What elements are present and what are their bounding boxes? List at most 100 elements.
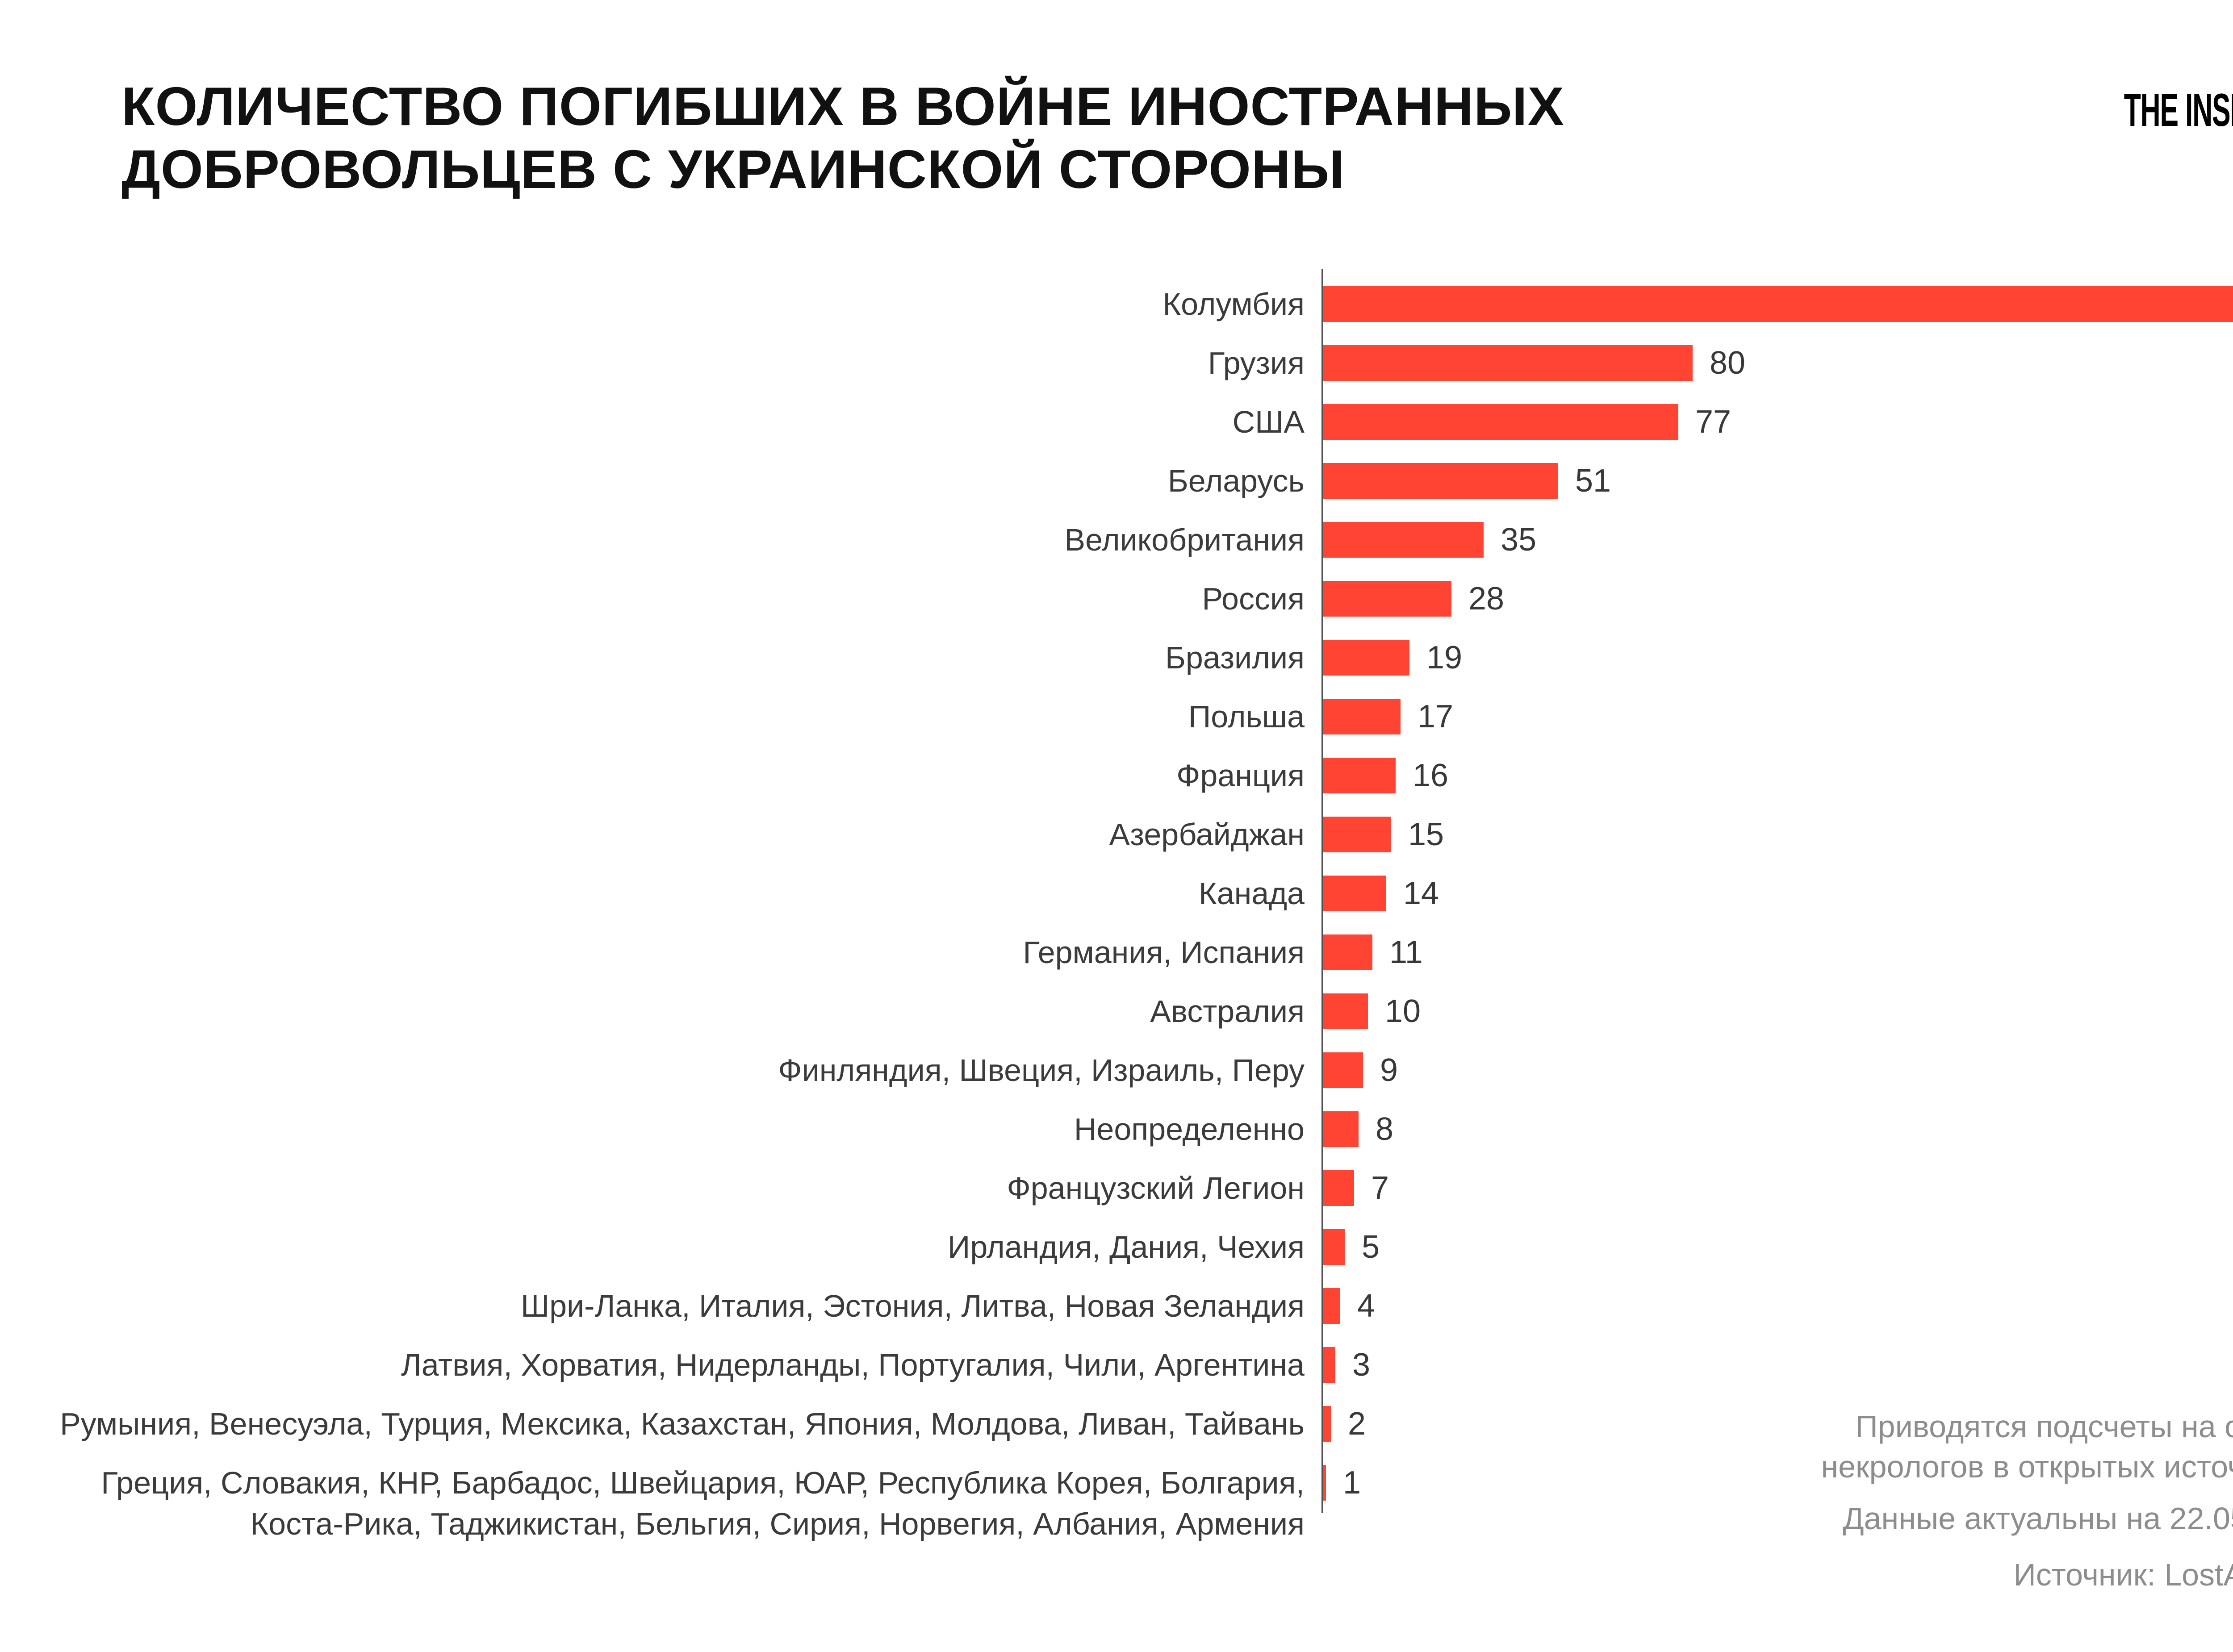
bar [1321,934,1372,970]
category-label: Франция [1176,758,1305,793]
bar [1321,1406,1331,1442]
page-title-line2: ДОБРОВОЛЬЦЕВ С УКРАИНСКОЙ СТОРОНЫ [121,139,1345,200]
value-label: 16 [1413,758,1449,793]
value-label: 17 [1418,699,1454,734]
category-label: Греция, Словакия, КНР, Барбадос, Швейцар… [101,1465,1305,1541]
value-label: 7 [1371,1170,1389,1206]
bar [1321,758,1396,793]
bar-track: 11 [1321,923,2233,982]
value-label: 9 [1380,1052,1398,1088]
bar-row: Беларусь 51 [0,451,2233,510]
bar [1321,817,1391,852]
bar-track: 2 [1321,1394,2233,1453]
value-label: 11 [1389,934,1423,970]
bar-track: 35 [1321,510,2233,569]
value-label: 51 [1575,463,1611,499]
footer-note-line1: Приводятся подсчеты на основе [1855,1409,2233,1444]
category-label: Французский Легион [1007,1171,1305,1206]
value-label: 15 [1408,817,1444,852]
bar-row: Канада 14 [0,864,2233,923]
category-label: Румыния, Венесуэла, Турция, Мексика, Каз… [60,1406,1305,1441]
bar [1321,1229,1345,1265]
bar-row: Австралия 10 [0,982,2233,1041]
value-label: 5 [1362,1229,1380,1265]
bar-track: 15 [1321,805,2233,864]
bar-track: 80 [1321,334,2233,392]
category-label: Ирландия, Дания, Чехия [948,1230,1305,1264]
bar [1321,1347,1335,1383]
category-label: Польша [1188,699,1305,734]
bar [1321,1170,1354,1206]
category-label: Колумбия [1162,287,1305,321]
value-label: 14 [1403,876,1439,911]
value-label: 3 [1352,1347,1371,1383]
bar-row: Румыния, Венесуэла, Турция, Мексика, Каз… [0,1394,2233,1453]
bar-rows: Колумбия 209 Грузия 80 США 77 Беларусь [0,275,2233,1541]
bar-row: Финляндия, Швеция, Израиль, Перу 9 [0,1041,2233,1100]
bar-track: 8 [1321,1100,2233,1159]
bar-track: 14 [1321,864,2233,923]
bar-track: 28 [1321,569,2233,628]
bar-track: 10 [1321,982,2233,1041]
category-label: Бразилия [1165,640,1305,675]
the-insider-logo: THE INSIDER [2124,84,2233,136]
bar [1321,1111,1359,1147]
bar [1321,993,1368,1029]
bar-track: 9 [1321,1041,2233,1100]
category-label: Латвия, Хорватия, Нидерланды, Португалия… [401,1347,1305,1382]
category-label: Шри-Ланка, Италия, Эстония, Литва, Новая… [520,1289,1305,1323]
bar-track: 209 [1321,275,2233,334]
bar-row: США 77 [0,392,2233,451]
bar [1321,1465,1326,1501]
value-label: 28 [1468,581,1505,617]
category-label: США [1232,405,1305,439]
category-label: Великобритания [1064,522,1305,557]
category-label: Грузия [1208,346,1305,380]
bar-track: 77 [1321,392,2233,451]
value-label: 77 [1695,404,1731,440]
bar-row: Неопределенно 8 [0,1100,2233,1159]
bar-row: Латвия, Хорватия, Нидерланды, Португалия… [0,1335,2233,1394]
bar [1321,876,1386,911]
bar-row: Ирландия, Дания, Чехия 5 [0,1218,2233,1277]
value-label: 35 [1501,522,1537,558]
bar-row: Французский Легион 7 [0,1159,2233,1218]
value-label: 19 [1426,640,1463,676]
bar-row: Польша 17 [0,687,2233,746]
category-label: Канада [1198,876,1305,911]
bar [1321,1288,1340,1324]
bar-row: Германия, Испания 11 [0,923,2233,982]
bar-row: Шри-Ланка, Италия, Эстония, Литва, Новая… [0,1277,2233,1335]
bar-track: 7 [1321,1159,2233,1218]
bar-row: Азербайджан 15 [0,805,2233,864]
bar [1321,522,1484,558]
bar-track: 17 [1321,687,2233,746]
value-label: 10 [1385,993,1421,1029]
bar [1321,345,1693,381]
bar [1321,640,1409,676]
bar-track: 4 [1321,1277,2233,1335]
bar-track: 5 [1321,1218,2233,1277]
bar-row: Колумбия 209 [0,275,2233,334]
bar [1321,1052,1363,1088]
value-label: 80 [1710,345,1746,381]
category-label: Германия, Испания [1023,935,1305,970]
bar-row: Греция, Словакия, КНР, Барбадос, Швейцар… [0,1453,2233,1541]
bar-track: 1 [1321,1453,2233,1512]
bar-track: 51 [1321,451,2233,510]
bar [1321,286,2233,322]
bar [1321,581,1451,617]
footer-updated: Данные актуальны на 22.05.2025 [1843,1501,2233,1536]
bar-row: Грузия 80 [0,334,2233,392]
footer-notes: Приводятся подсчеты на основе некрологов… [1821,1406,2233,1595]
bar [1321,463,1558,499]
bar-track: 19 [1321,628,2233,687]
category-axis-line [1321,269,1323,1513]
value-label: 1 [1343,1465,1361,1501]
bar-row: Франция 16 [0,746,2233,805]
category-label: Финляндия, Швеция, Израиль, Перу [778,1053,1305,1088]
value-label: 4 [1357,1288,1376,1324]
footer-source: Источник: LostArmour [2013,1557,2233,1592]
bar-chart: Колумбия 209 Грузия 80 США 77 Беларусь [0,269,2233,1541]
